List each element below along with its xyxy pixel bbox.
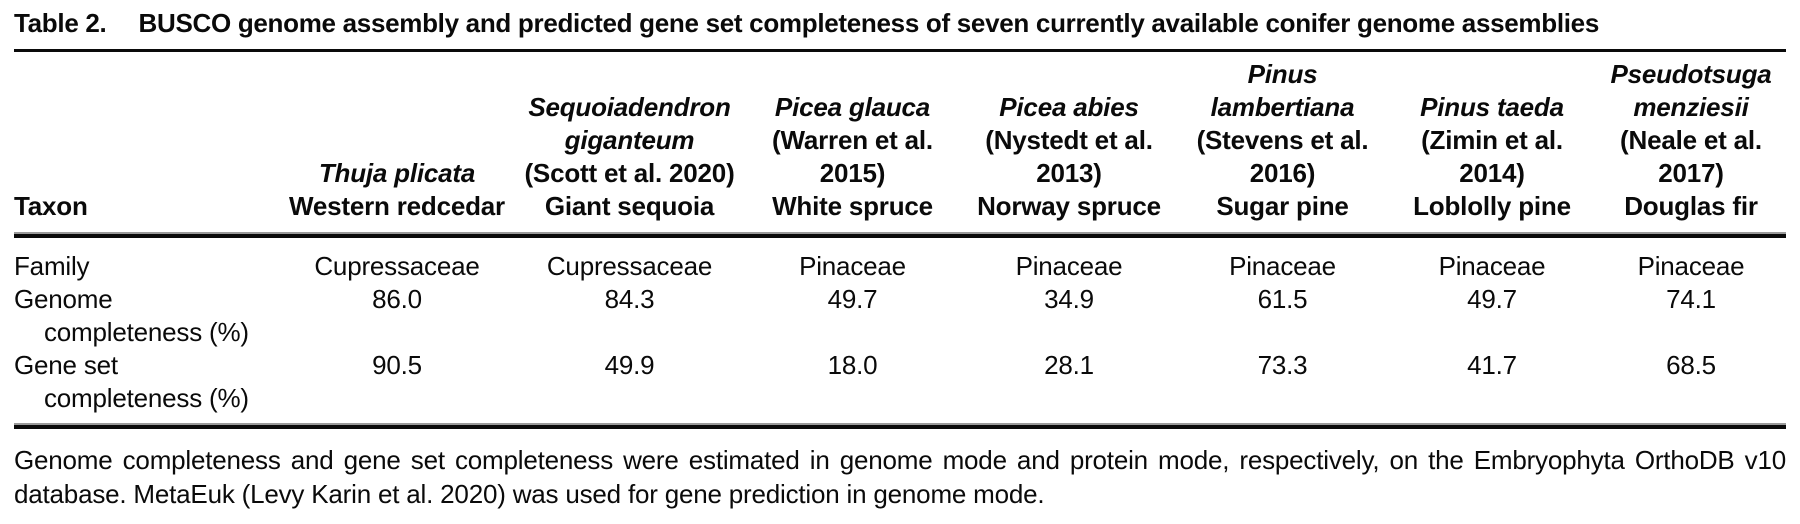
cell-geneset-white-spruce: 18.0	[827, 350, 878, 380]
row-label-line2: completeness (%)	[44, 317, 249, 347]
species-citation: (Stevens et al. 2016)	[1196, 125, 1369, 188]
column-header-white-spruce: Picea glauca (Warren et al. 2015) White …	[744, 52, 961, 232]
table-header: Taxon Thuja plicata Western redcedar Seq…	[14, 52, 1786, 232]
common-name: Norway spruce	[977, 191, 1161, 221]
species-citation: (Nystedt et al. 2013)	[985, 125, 1153, 188]
column-header-sugar-pine: Pinus lambertiana (Stevens et al. 2016) …	[1177, 52, 1388, 232]
table-row-genome-completeness: Genome completeness (%) 86.0 84.3 49.7 3…	[14, 283, 1786, 349]
busco-completeness-table: Taxon Thuja plicata Western redcedar Seq…	[14, 52, 1786, 423]
cell-genome-white-spruce: 49.7	[827, 284, 878, 314]
column-header-douglas-fir: Pseudotsuga menziesii (Neale et al. 2017…	[1596, 52, 1786, 232]
species-name: Pinus taeda	[1420, 92, 1564, 122]
cell-family-white-spruce: Pinaceae	[799, 251, 906, 281]
bottom-rule-divider	[14, 423, 1786, 429]
species-name: Pseudotsuga menziesii	[1610, 59, 1772, 122]
cell-genome-douglas-fir: 74.1	[1666, 284, 1716, 314]
top-rule-divider	[14, 49, 1786, 52]
common-name: Western redcedar	[289, 191, 505, 221]
table-footnote: Genome completeness and gene set complet…	[14, 445, 1786, 509]
common-name: Loblolly pine	[1413, 191, 1571, 221]
cell-family-norway-spruce: Pinaceae	[1015, 251, 1123, 281]
row-label-line1: Genome	[14, 284, 113, 314]
species-name: Pinus lambertiana	[1210, 59, 1355, 122]
species-citation: (Warren et al. 2015)	[772, 125, 933, 188]
common-name: Douglas fir	[1624, 191, 1758, 221]
common-name: Giant sequoia	[544, 191, 715, 221]
cell-family-western-redcedar: Cupressaceae	[314, 251, 480, 281]
column-header-taxon: Taxon	[14, 191, 88, 221]
cell-geneset-norway-spruce: 28.1	[1044, 350, 1094, 380]
row-label-line1: Gene set	[14, 350, 118, 380]
species-name: Picea abies	[999, 92, 1139, 122]
cell-family-douglas-fir: Pinaceae	[1637, 251, 1745, 281]
species-name: Thuja plicata	[318, 158, 476, 188]
column-header-western-redcedar: Thuja plicata Western redcedar	[279, 52, 515, 232]
header-body-divider-row	[14, 232, 1786, 238]
common-name: Sugar pine	[1216, 191, 1349, 221]
cell-genome-giant-sequoia: 84.3	[604, 284, 655, 314]
cell-geneset-loblolly-pine: 41.7	[1467, 350, 1517, 380]
cell-geneset-sugar-pine: 73.3	[1257, 350, 1308, 380]
cell-geneset-giant-sequoia: 49.9	[604, 350, 655, 380]
row-label-line1: Family	[14, 251, 90, 281]
cell-genome-loblolly-pine: 49.7	[1467, 284, 1517, 314]
table-row-family: Family Cupressaceae Cupressaceae Pinacea…	[14, 238, 1786, 283]
row-label-line2: completeness (%)	[44, 383, 249, 413]
row-label: Gene set completeness (%)	[14, 349, 279, 423]
column-header-giant-sequoia: Sequoiadendron giganteum (Scott et al. 2…	[515, 52, 744, 232]
column-header-loblolly-pine: Pinus taeda (Zimin et al. 2014) Loblolly…	[1388, 52, 1596, 232]
cell-family-giant-sequoia: Cupressaceae	[546, 251, 713, 281]
row-label: Family	[14, 238, 279, 283]
cell-family-loblolly-pine: Pinaceae	[1438, 251, 1546, 281]
table-caption: Table 2. BUSCO genome assembly and predic…	[14, 6, 1786, 40]
common-name: White spruce	[772, 191, 933, 221]
table-number: Table 2.	[14, 8, 107, 38]
species-name: Picea glauca	[774, 92, 931, 122]
heavy-rule-divider	[14, 232, 1786, 238]
cell-genome-sugar-pine: 61.5	[1257, 284, 1308, 314]
cell-geneset-western-redcedar: 90.5	[372, 350, 422, 380]
table-title: BUSCO genome assembly and predicted gene…	[138, 8, 1600, 38]
cell-family-sugar-pine: Pinaceae	[1229, 251, 1336, 281]
column-header-norway-spruce: Picea abies (Nystedt et al. 2013) Norway…	[961, 52, 1177, 232]
species-name: Sequoiadendron giganteum	[528, 92, 731, 155]
cell-genome-norway-spruce: 34.9	[1044, 284, 1094, 314]
header-row: Taxon Thuja plicata Western redcedar Seq…	[14, 52, 1786, 232]
table-body: Family Cupressaceae Cupressaceae Pinacea…	[14, 232, 1786, 423]
cell-genome-western-redcedar: 86.0	[372, 284, 422, 314]
cell-geneset-douglas-fir: 68.5	[1666, 350, 1716, 380]
species-citation: (Scott et al. 2020)	[524, 158, 735, 188]
species-citation: (Neale et al. 2017)	[1620, 125, 1762, 188]
table-row-gene-set-completeness: Gene set completeness (%) 90.5 49.9 18.0…	[14, 349, 1786, 423]
species-citation: (Zimin et al. 2014)	[1421, 125, 1563, 188]
row-label: Genome completeness (%)	[14, 283, 279, 349]
